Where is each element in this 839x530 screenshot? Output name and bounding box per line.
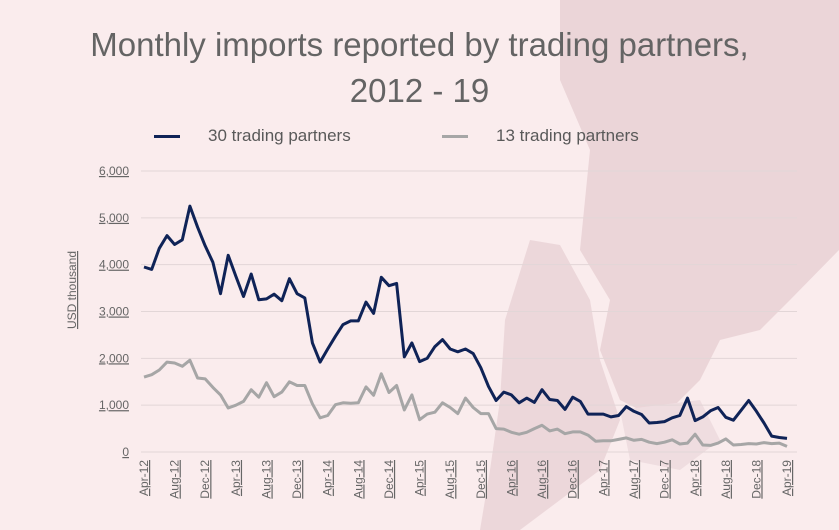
x-tick-label: Apr-17 (596, 460, 610, 496)
x-tick-label: Dec-12 (198, 460, 212, 499)
chart-title-line-2: 2012 - 19 (349, 72, 490, 109)
legend-item-13: 13 trading partners (442, 126, 639, 146)
chart-title-line-1: Monthly imports reported by trading part… (90, 26, 749, 63)
x-tick-label: Apr-19 (780, 460, 794, 496)
x-tick-label: Apr-14 (321, 460, 335, 496)
x-tick-label: Aug-14 (351, 460, 365, 499)
x-tick-label: Apr-15 (413, 460, 427, 496)
x-tick-label: Aug-13 (259, 460, 273, 499)
legend-item-30: 30 trading partners (154, 126, 351, 146)
x-tick-label: Dec-18 (749, 460, 763, 499)
legend-label: 30 trading partners (208, 126, 351, 145)
y-tick-label: 1,000 (99, 398, 129, 412)
legend-swatch (154, 134, 180, 138)
x-tick-label: Aug-15 (443, 460, 457, 499)
series-line-30-partners (143, 204, 788, 440)
x-tick-label: Apr-16 (504, 460, 518, 496)
x-tick-label: Aug-18 (719, 460, 733, 499)
y-tick-label: 5,000 (99, 211, 129, 225)
x-tick-label: Apr-12 (137, 460, 151, 496)
x-tick-label: Aug-12 (168, 460, 182, 499)
y-tick-label: 0 (122, 445, 129, 459)
x-tick-label: Dec-13 (290, 460, 304, 499)
x-tick-label: Aug-17 (627, 460, 641, 499)
x-tick-label: Apr-18 (688, 460, 702, 496)
y-axis-label: USD thousand (65, 251, 79, 329)
x-tick-label: Dec-16 (566, 460, 580, 499)
series-line-13-partners (143, 358, 788, 448)
x-tick-label: Aug-16 (535, 460, 549, 499)
y-tick-label: 4,000 (99, 258, 129, 272)
legend-swatch (442, 134, 468, 138)
x-tick-label: Apr-13 (229, 460, 243, 496)
y-tick-label: 3,000 (99, 305, 129, 319)
chart-title: Monthly imports reported by trading part… (0, 22, 839, 114)
x-tick-label: Dec-14 (382, 460, 396, 499)
y-tick-label: 6,000 (99, 164, 129, 178)
x-tick-label: Dec-15 (474, 460, 488, 499)
x-tick-label: Dec-17 (658, 460, 672, 499)
y-tick-label: 2,000 (99, 351, 129, 365)
legend-label: 13 trading partners (496, 126, 639, 145)
